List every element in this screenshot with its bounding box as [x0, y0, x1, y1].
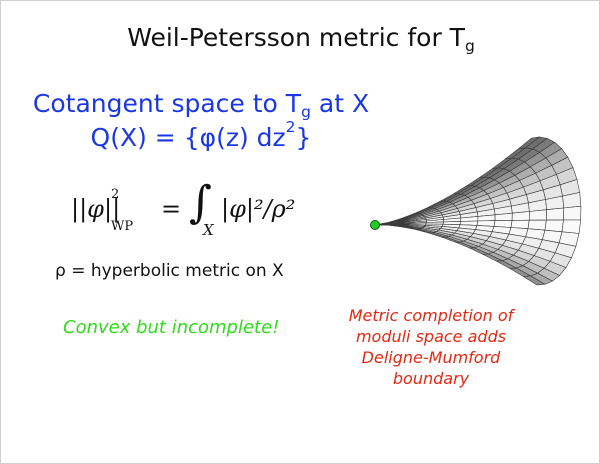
wp-norm-formula: ||φ|| 2 WP = ∫ X |φ|²/ρ²	[71, 177, 341, 251]
horn-mesh	[374, 136, 582, 286]
rho-definition: ρ = hyperbolic metric on X	[55, 261, 284, 281]
formula-norm-subscript: WP	[111, 219, 134, 234]
caption-line: Deligne-Mumford	[361, 348, 501, 367]
formula-equals: =	[161, 195, 182, 223]
caption-line: boundary	[392, 369, 470, 388]
convex-note: Convex but incomplete!	[63, 317, 280, 338]
integral-domain: X	[203, 221, 214, 239]
caption-line: moduli space adds	[355, 327, 507, 346]
horn-face	[522, 275, 546, 286]
horn-face	[563, 205, 582, 221]
horn-face	[494, 212, 513, 221]
cotangent-line: Cotangent space to Tg at X	[32, 89, 370, 121]
formula-norm: ||φ||	[71, 195, 121, 223]
horn-surface-figure	[370, 136, 582, 286]
horn-face	[511, 211, 530, 221]
integral-sign: ∫	[189, 177, 212, 228]
horn-face	[561, 219, 582, 234]
caption-line: Metric completion of	[348, 306, 514, 325]
horn-face	[546, 207, 565, 221]
formula-norm-power: 2	[111, 187, 120, 202]
completion-caption: Metric completion of moduli space adds D…	[331, 305, 531, 389]
slide-title: Weil-Petersson metric for Tg	[127, 23, 475, 55]
horn-face	[544, 219, 564, 233]
horn-face	[528, 209, 547, 221]
quadratic-differentials-line: Q(X) = {φ(z) dz2}	[90, 118, 312, 152]
cusp-point	[370, 220, 380, 230]
formula-integrand: |φ|²/ρ²	[221, 195, 296, 223]
